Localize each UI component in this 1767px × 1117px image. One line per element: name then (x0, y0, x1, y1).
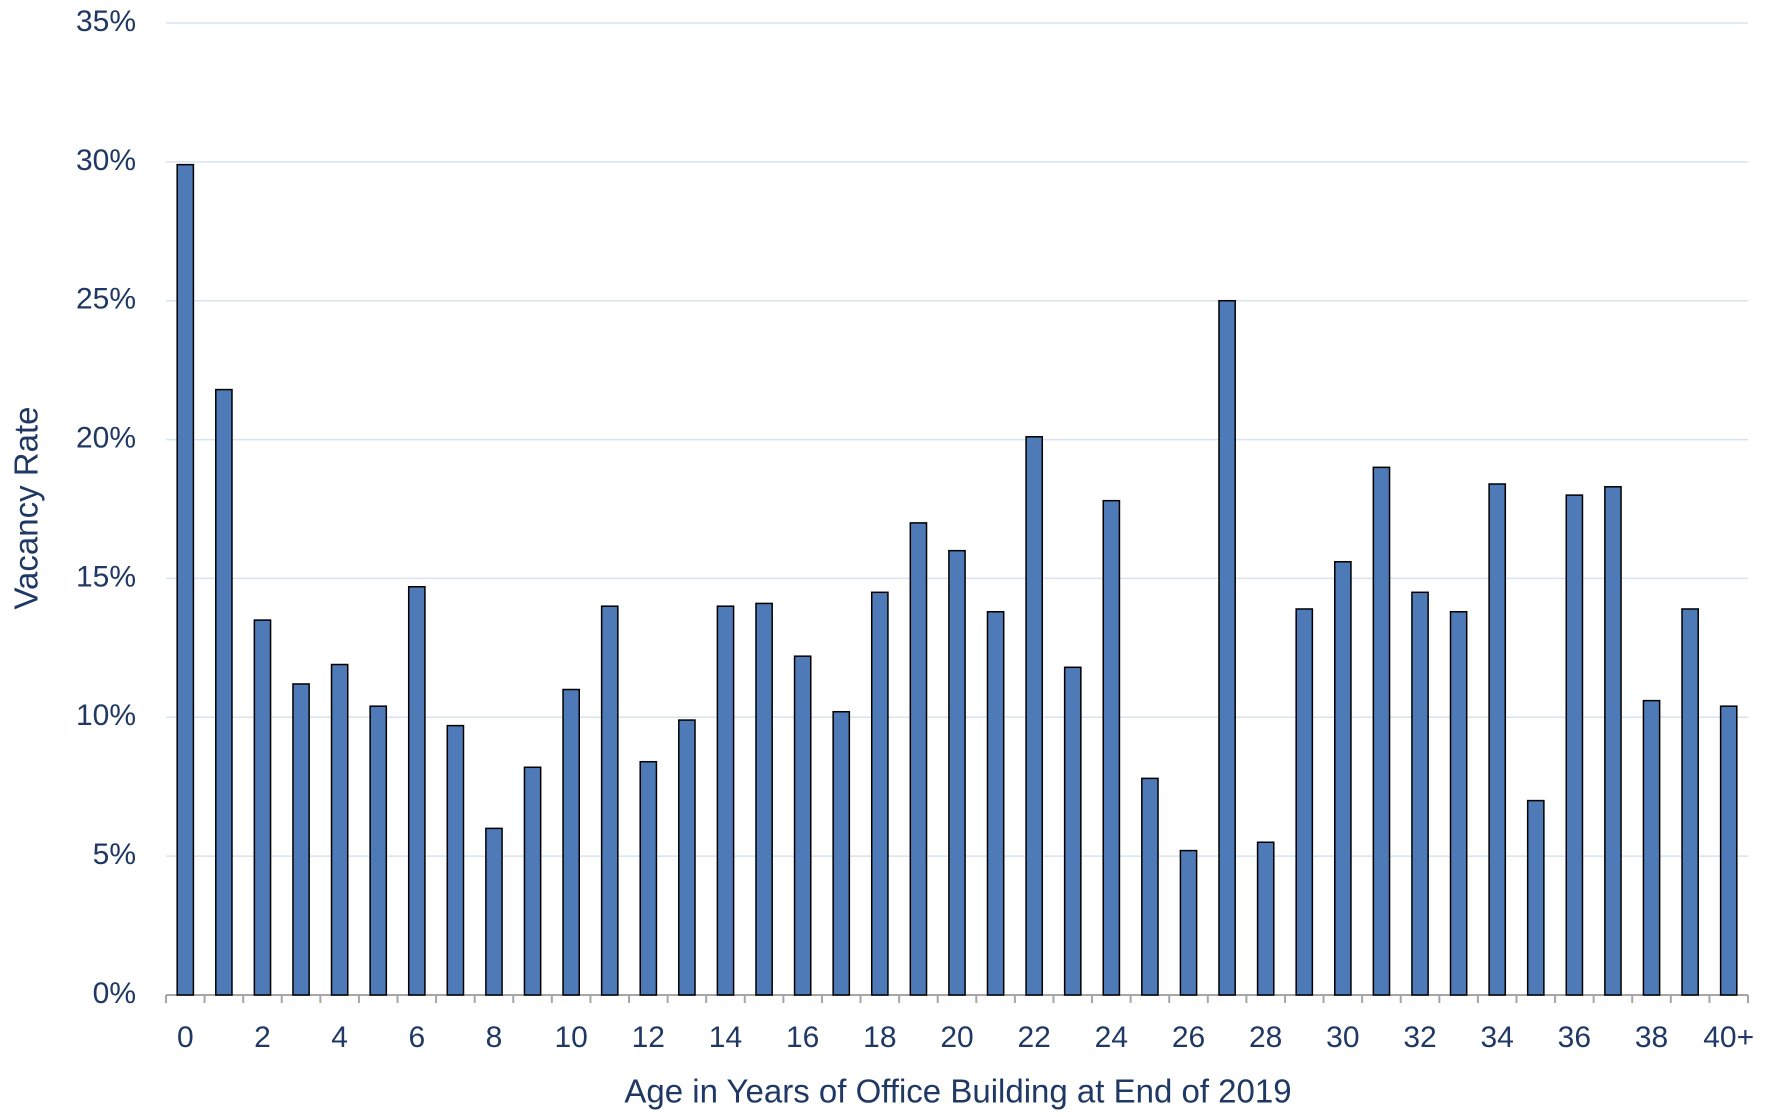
x-tick-label: 12 (632, 1021, 665, 1054)
bar (330, 663, 349, 996)
x-tick-label: 20 (940, 1021, 973, 1054)
bar (870, 591, 889, 996)
x-tick-label: 38 (1635, 1021, 1668, 1054)
bar (523, 766, 542, 996)
bar (1719, 705, 1738, 996)
x-tick-label: 4 (331, 1021, 348, 1054)
bar (1179, 849, 1198, 996)
x-tick-label: 0 (177, 1021, 194, 1054)
x-tick-label: 22 (1017, 1021, 1050, 1054)
bar (1565, 494, 1584, 996)
x-tick-label: 14 (709, 1021, 742, 1054)
bar (1449, 611, 1468, 996)
y-tick-label: 15% (76, 560, 136, 593)
x-tick-label: 16 (786, 1021, 819, 1054)
bar (1488, 483, 1507, 996)
x-tick-label: 10 (554, 1021, 587, 1054)
x-tick-label: 32 (1403, 1021, 1436, 1054)
y-tick-label: 30% (76, 144, 136, 177)
x-tick-label: 36 (1558, 1021, 1591, 1054)
x-tick-label: 2 (254, 1021, 271, 1054)
bar (369, 705, 388, 996)
bar (485, 827, 503, 996)
bar (600, 605, 619, 996)
bar (678, 719, 696, 996)
bar (176, 163, 195, 996)
y-tick-label: 0% (93, 977, 136, 1010)
bar (1526, 799, 1545, 996)
bar (446, 724, 465, 996)
x-tick-label: 28 (1249, 1021, 1282, 1054)
bar (639, 760, 658, 996)
bar (1295, 608, 1314, 996)
bar (1681, 608, 1699, 996)
y-tick-label: 10% (76, 699, 136, 732)
bar (1102, 499, 1121, 996)
bar (1642, 699, 1661, 996)
bar (407, 586, 426, 996)
x-axis-title: Age in Years of Office Building at End o… (624, 1073, 1291, 1110)
bar (948, 549, 966, 996)
bar (1025, 436, 1044, 996)
bar (1063, 666, 1082, 996)
y-axis-title: Vacancy Rate (8, 407, 45, 610)
bar (215, 388, 233, 996)
bar (1372, 466, 1391, 996)
y-tick-label: 20% (76, 421, 136, 454)
bar (292, 683, 310, 996)
x-tick-label: 6 (408, 1021, 425, 1054)
x-tick-label: 34 (1481, 1021, 1514, 1054)
bar (1604, 486, 1622, 996)
bar (253, 619, 272, 996)
bar (1334, 561, 1352, 996)
x-tick-label: 26 (1172, 1021, 1205, 1054)
y-tick-label: 5% (93, 838, 136, 871)
x-tick-label: 40+ (1703, 1021, 1754, 1054)
x-tick-label: 30 (1326, 1021, 1359, 1054)
bar (1411, 591, 1429, 996)
y-tick-label: 25% (76, 283, 136, 316)
bar (755, 602, 773, 996)
bar (716, 605, 735, 996)
bar (986, 611, 1005, 996)
bar (562, 688, 580, 996)
bar (1141, 777, 1159, 996)
bar (1256, 841, 1275, 996)
bar (909, 522, 928, 996)
bar (793, 655, 812, 996)
bar (832, 710, 851, 996)
x-tick-label: 24 (1095, 1021, 1128, 1054)
x-tick-label: 18 (863, 1021, 896, 1054)
y-tick-label: 35% (76, 5, 136, 38)
bar (1218, 299, 1236, 996)
x-tick-label: 8 (486, 1021, 503, 1054)
